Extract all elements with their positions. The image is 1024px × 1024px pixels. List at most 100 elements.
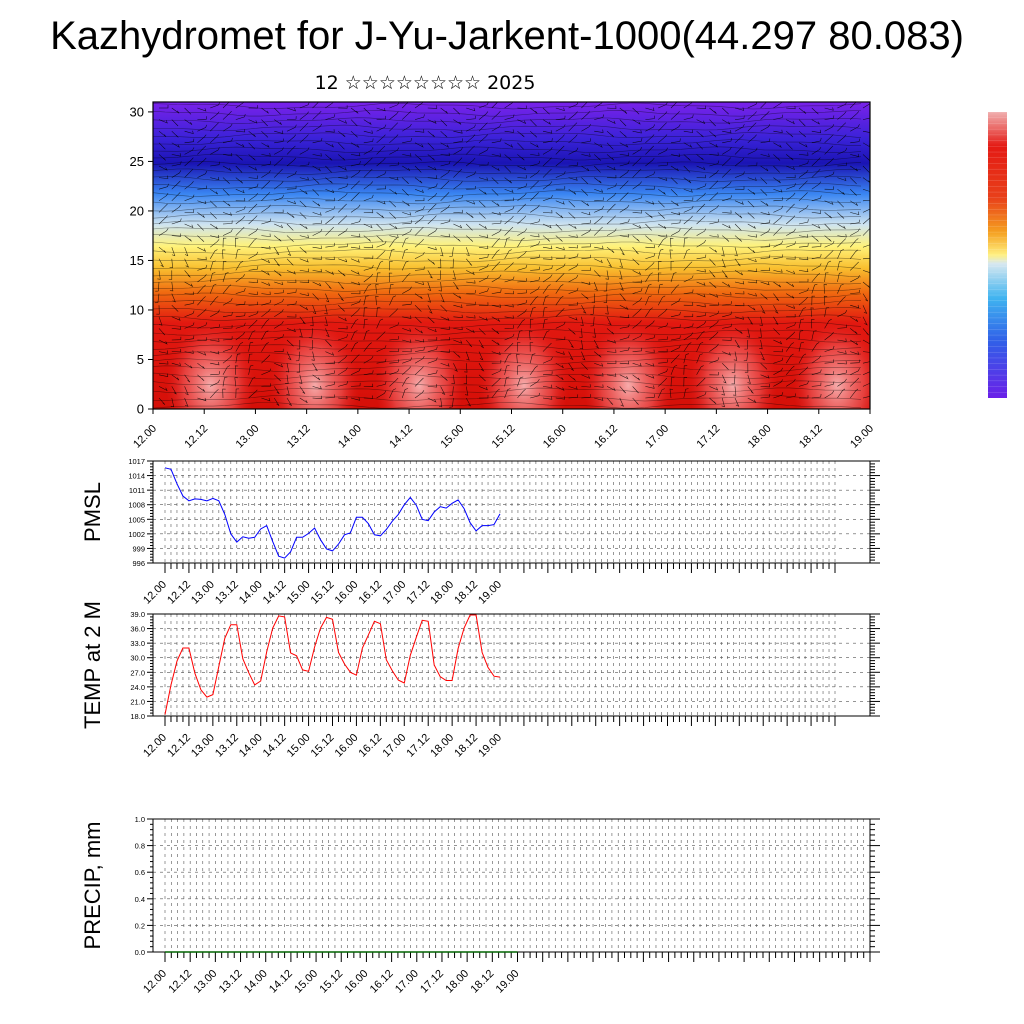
x-tick-label: 17.12 <box>695 423 723 451</box>
y-tick-label: 24.0 <box>130 683 145 692</box>
contour-line <box>153 102 862 110</box>
contour-line <box>153 285 862 292</box>
x-tick-label: 19.00 <box>848 423 876 451</box>
y-tick-label: 0.0 <box>135 948 145 957</box>
x-tick-label: 12.12 <box>165 732 193 760</box>
wind-barbs <box>154 102 870 408</box>
x-tick-label: 16.12 <box>357 579 385 607</box>
x-tick-label: 13.12 <box>217 968 245 996</box>
x-tick-label: 13.12 <box>213 579 241 607</box>
y-tick-label: 20 <box>130 203 144 218</box>
x-tick-label: 18.12 <box>452 579 480 607</box>
heat-blob <box>478 314 569 409</box>
x-tick-label: 14.12 <box>267 968 295 996</box>
x-tick-label: 15.12 <box>317 968 345 996</box>
chart-title: Kazhydromet for J-Yu-Jarkent-1000(44.297… <box>50 14 964 58</box>
x-tick-label: 17.12 <box>404 732 432 760</box>
section-overlay <box>153 102 870 409</box>
y-axis-label: PRECIP, mm <box>80 822 105 950</box>
x-tick-label: 16.00 <box>343 968 371 996</box>
x-tick-label: 14.12 <box>261 579 289 607</box>
x-tick-label: 13.00 <box>192 968 220 996</box>
y-axis-label: PMSL <box>80 482 105 542</box>
contour-line <box>153 394 862 402</box>
contour-line <box>153 190 862 197</box>
y-tick-label: 27.0 <box>130 668 145 677</box>
y-tick-label: 30 <box>130 104 144 119</box>
contour-line <box>153 117 862 124</box>
y-tick-label: 18.0 <box>130 712 145 721</box>
y-tick-label: 0.8 <box>135 842 145 851</box>
x-tick-label: 12.12 <box>166 968 194 996</box>
contour-line <box>153 263 862 270</box>
chart-subtitle: 12 ☆☆☆☆☆☆☆☆ 2025 <box>314 72 536 94</box>
contour-line <box>153 212 861 219</box>
x-tick-label: 15.12 <box>309 732 337 760</box>
y-tick-label: 1002 <box>128 530 145 539</box>
x-tick-label: 16.12 <box>592 423 620 451</box>
heat-blob <box>687 314 778 409</box>
x-tick-label: 18.00 <box>746 423 774 451</box>
x-tick-label: 16.00 <box>333 579 361 607</box>
contour-line <box>153 321 862 329</box>
x-tick-label: 12.12 <box>165 579 193 607</box>
x-tick-label: 16.12 <box>357 732 385 760</box>
x-tick-label: 12.00 <box>141 579 169 607</box>
y-tick-label: 0.2 <box>135 921 145 930</box>
x-tick-label: 17.00 <box>380 579 408 607</box>
y-tick-label: 1008 <box>128 501 145 510</box>
contour-line <box>153 372 862 380</box>
contour-line <box>153 314 862 322</box>
contour-line <box>153 380 862 387</box>
contour-line <box>153 292 862 299</box>
x-tick-label: 19.00 <box>476 732 504 760</box>
contour-line <box>153 402 862 409</box>
y-tick-label: 25 <box>130 154 144 169</box>
x-tick-label: 18.00 <box>428 579 456 607</box>
x-tick-label: 14.00 <box>237 732 265 760</box>
x-tick-label: 12.00 <box>131 423 159 451</box>
y-axis-label: TEMP at 2 M <box>80 601 105 729</box>
x-tick-label: 15.12 <box>309 579 337 607</box>
heat-blob <box>374 314 465 409</box>
x-tick-label: 13.00 <box>234 423 262 451</box>
x-tick-label: 12.12 <box>182 423 210 451</box>
vertical-section-panel: 0 5 10 15 20 25 30 12.00 12.12 13.00 13.12 14.00 14.… <box>130 101 876 451</box>
x-tick-label: 16.00 <box>333 732 361 760</box>
y-tick-label: 1005 <box>128 515 145 524</box>
x-tick-label: 15.12 <box>490 423 518 451</box>
contour-line <box>153 168 862 175</box>
x-tick-label: 12.00 <box>141 732 169 760</box>
y-tick-label: 30.0 <box>130 654 145 663</box>
y-tick-label: 0 <box>137 402 144 417</box>
colorbar-fill <box>988 112 1007 398</box>
x-tick-label: 16.00 <box>541 423 569 451</box>
contour-line <box>153 175 862 183</box>
colorbar <box>988 111 1007 398</box>
y-tick-label: 1.0 <box>135 815 145 824</box>
contour-line <box>153 307 862 314</box>
contour-line <box>153 329 862 336</box>
contour-line <box>153 109 862 117</box>
y-tick-label: 996 <box>132 559 145 568</box>
x-tick-label: 17.12 <box>418 968 446 996</box>
x-tick-label: 13.12 <box>213 732 241 760</box>
contour-line <box>153 277 862 285</box>
y-tick-label: 36.0 <box>130 625 145 634</box>
x-tick-label: 14.12 <box>261 732 289 760</box>
contour-line <box>153 248 862 256</box>
x-tick-label: 18.12 <box>452 732 480 760</box>
pmsl-panel: 996 999 1002 1005 1008 1011 1014 1017 12.0012.12… <box>80 457 880 607</box>
x-tick-label: 13.12 <box>285 423 313 451</box>
x-tick-label: 12.00 <box>141 968 169 996</box>
contour-line <box>153 124 862 132</box>
x-tick-label: 19.00 <box>494 968 522 996</box>
contour-line <box>153 161 862 168</box>
y-tick-label: 1017 <box>128 457 145 466</box>
contour-line <box>153 241 862 249</box>
precip-panel: 0.00.20.40.60.81.012.0012.1213.0013.1214… <box>80 815 880 996</box>
x-tick-label: 15.00 <box>285 579 313 607</box>
x-tick-label: 14.12 <box>387 423 415 451</box>
y-tick-label: 39.0 <box>130 610 145 619</box>
pmsl-line <box>164 467 501 559</box>
